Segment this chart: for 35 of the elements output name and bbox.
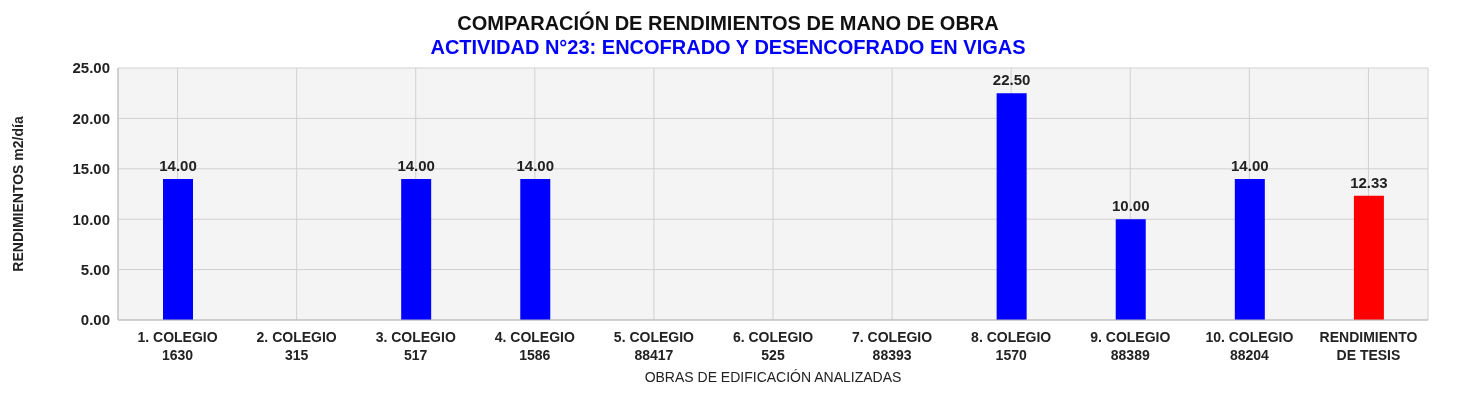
y-tick-label: 25.00 (72, 59, 110, 77)
bar (1115, 219, 1146, 320)
y-tick-label: 15.00 (72, 160, 110, 178)
x-tick-label: 9. COLEGIO 88389 (1090, 329, 1171, 363)
data-label: 12.33 (1350, 173, 1388, 191)
bar (1353, 195, 1384, 320)
x-tick-label: 1. COLEGIO 1630 (137, 329, 218, 363)
data-label: 14.00 (397, 156, 435, 174)
data-label: 10.00 (1111, 197, 1150, 215)
data-label: 22.50 (992, 71, 1031, 89)
bar (520, 178, 551, 320)
x-tick-label: 8. COLEGIO 1570 (971, 329, 1052, 363)
y-tick-label: 10.00 (72, 210, 110, 228)
chart-title: COMPARACIÓN DE RENDIMIENTOS DE MANO DE OBRA (456, 12, 1000, 35)
y-tick-label: 0.00 (80, 311, 110, 329)
data-label: 14.00 (1231, 156, 1269, 174)
x-tick-label: 5. COLEGIO 88417 (613, 329, 695, 363)
data-label: 14.00 (516, 156, 555, 174)
bar (163, 178, 193, 320)
x-tick-label: 3. COLEGIO 517 (375, 329, 456, 363)
x-axis-title: OBRAS DE EDIFICACIÓN ANALIZADAS (644, 369, 902, 385)
y-tick-label: 20.00 (72, 109, 110, 127)
x-tick-label: 7. COLEGIO 88393 (852, 329, 933, 363)
bar (1234, 178, 1265, 320)
bar (996, 93, 1027, 320)
bar (401, 178, 432, 320)
y-tick-label: 5.00 (80, 260, 110, 278)
x-tick-label: 10. COLEGIO 88204 (1205, 329, 1294, 363)
x-tick-label: RENDIMIENTO DE TESIS (1319, 329, 1418, 363)
data-label: 14.00 (159, 156, 197, 174)
y-axis-title: RENDIMIENTOS m2/día (9, 116, 26, 272)
x-tick-label: 6. COLEGIO 525 (732, 329, 814, 363)
x-tick-label: 4. COLEGIO 1586 (494, 329, 575, 363)
chart-subtitle: ACTIVIDAD N°23: ENCOFRADO Y DESENCOFRADO EN VIGAS (429, 36, 1027, 59)
x-tick-label: 2. COLEGIO 315 (256, 329, 337, 363)
